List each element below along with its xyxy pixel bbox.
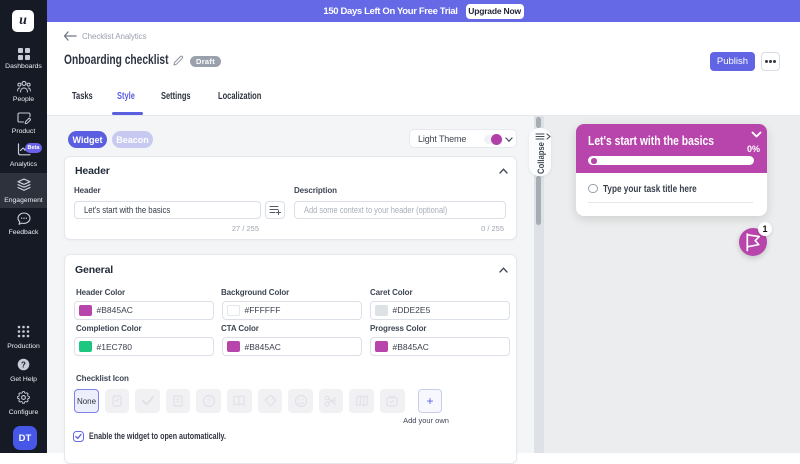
svg-text:?: ?: [207, 399, 211, 406]
svg-text:?: ?: [21, 360, 26, 369]
